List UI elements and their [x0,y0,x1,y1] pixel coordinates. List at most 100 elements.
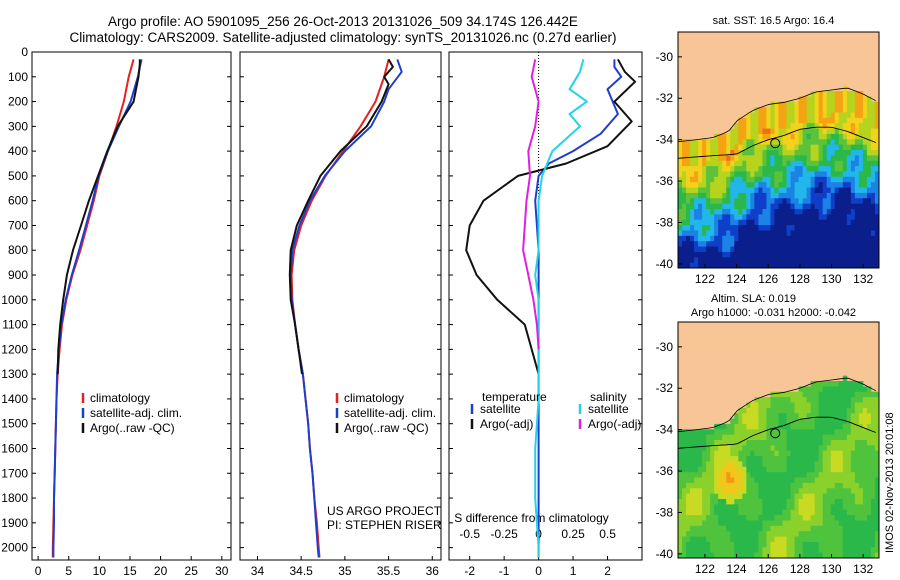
panel-frame [448,51,643,561]
legend-header: temperature [482,390,547,404]
ocean-field [678,375,880,559]
coastline [677,87,876,143]
panel-frame [239,51,442,561]
map-x-tick-label: 126 [758,562,778,576]
y-tick-label: 800 [8,243,28,257]
y-tick-label: 500 [8,169,28,183]
y-tick-label: 1100 [2,318,28,332]
x-tick-label: 35.5 [377,564,401,578]
map-y-tick-label: -34 [656,133,674,147]
map-x-tick-label: 122 [695,562,715,576]
legend-label: Argo(..raw -QC) [90,421,175,435]
y-tick-label: 900 [8,268,28,282]
legend-label: Argo(..raw -QC) [344,421,429,435]
map-y-tick-label: -40 [656,547,674,561]
y-tick-label: 200 [8,95,28,109]
legend-label: climatology [344,391,404,405]
map-frame [677,321,880,559]
s-tick-label: -0.25 [490,527,518,541]
legend-label: Argo(-adj) [588,417,641,431]
ocean-field [678,85,880,269]
x-tick-label: 25 [185,564,199,578]
y-tick-label: 100 [8,70,28,84]
map-title-line2: Argo h1000: -0.031 h2000: -0.042 [691,307,856,319]
y-tick-label: 300 [8,119,28,133]
x-tick-label: 0 [35,564,42,578]
y-tick-label: 1400 [1,392,28,406]
map-y-tick-label: -32 [656,91,674,105]
x-tick-label: 34.5 [289,564,313,578]
y-tick-label: 600 [8,194,28,208]
series-satellite [534,59,588,558]
x-tick-label: 34 [251,564,265,578]
float-location-marker [770,138,781,149]
map-y-tick-label: -30 [656,340,674,354]
map-x-tick-label: 128 [790,562,810,576]
series-argo-adj- [522,59,540,350]
map-x-tick-label: 132 [853,272,873,286]
x-tick-label: 2 [604,564,611,578]
isobath-contour [677,126,876,159]
map-y-tick-label: -32 [656,381,674,395]
sst-map: -30 -32 -34 -36 -38 -40 122 124 126 128 130 132 sat.… [656,15,880,286]
map-x-tick-label: 130 [822,562,842,576]
map-y-tick-label: -34 [656,423,674,437]
x-tick-label: 10 [93,564,107,578]
map-y-tick-label: -36 [656,174,674,188]
s-tick-label: 0.5 [599,527,616,541]
panel-salinity: 3434.53535.536salinityclimatologysatelli… [239,51,442,578]
legend-label: satellite-adj. clim. [344,406,436,420]
y-tick-label: 1600 [1,441,28,455]
y-tick-label: 700 [8,218,28,232]
x-tick-label: 20 [154,564,168,578]
pi-credit: PI: STEPHEN RISER [327,518,442,532]
map-x-tick-label: 130 [822,272,842,286]
map-y-tick-label: -38 [656,215,674,229]
y-tick-label: 1900 [1,516,28,530]
x-tick-label: 0 [535,564,542,578]
map-y-tick-label: -40 [656,257,674,271]
map-x-tick-label: 128 [790,272,810,286]
x-tick-label: 36 [426,564,440,578]
y-tick-label: 1300 [1,367,28,381]
figure-title-line2: Climatology: CARS2009. Satellite-adjuste… [69,30,616,45]
legend-label: satellite [480,402,521,416]
map-y-tick-label: -38 [656,505,674,519]
y-tick-label: 2000 [1,541,28,555]
legend-header: salinity [590,390,627,404]
x-tick-label: 30 [215,564,229,578]
project-credit: US ARGO PROJECT [327,504,442,518]
y-tick-label: 1200 [1,342,28,356]
isobath-contour [677,416,876,449]
map-x-tick-label: 124 [727,562,747,576]
x-tick-label: 5 [65,564,72,578]
legend-label: satellite [588,402,629,416]
y-tick-label: 400 [8,144,28,158]
y-tick-label: 1700 [1,466,28,480]
map-x-tick-label: 132 [853,562,873,576]
series-satellite [534,59,623,558]
y-tick-label: 1800 [1,491,28,505]
panel-temperature: 0100200300400500600700800900100011001200… [1,45,232,578]
y-tick-label: 1500 [1,417,28,431]
sla-map: -30 -32 -34 -36 -38 -40 122 124 126 128 130 132 Alti… [656,293,880,576]
series-argo-raw-qc- [288,58,394,375]
x-tick-label: -2 [464,564,475,578]
series-argo-adj- [465,58,637,375]
x-tick-label: 35 [338,564,352,578]
s-tick-label: -0.5 [459,527,480,541]
legend-label: Argo(-adj) [480,417,533,431]
y-tick-label: 1000 [1,293,28,307]
map-x-tick-label: 126 [758,272,778,286]
map-y-tick-label: -30 [656,50,674,64]
imos-timestamp: IMOS 02-Nov-2013 20:01:08 [884,412,896,553]
map-title-line1: Altim. SLA: 0.019 [711,293,796,305]
map-x-tick-label: 122 [695,272,715,286]
x-tick-label: -1 [499,564,510,578]
map-title: sat. SST: 16.5 Argo: 16.4 [713,15,835,27]
map-x-tick-label: 124 [727,272,747,286]
y-tick-label: 0 [21,45,28,59]
float-location-marker [770,428,781,439]
figure-title-line1: Argo profile: AO 5901095_256 26-Oct-2013… [108,14,578,29]
legend-label: climatology [90,391,150,405]
